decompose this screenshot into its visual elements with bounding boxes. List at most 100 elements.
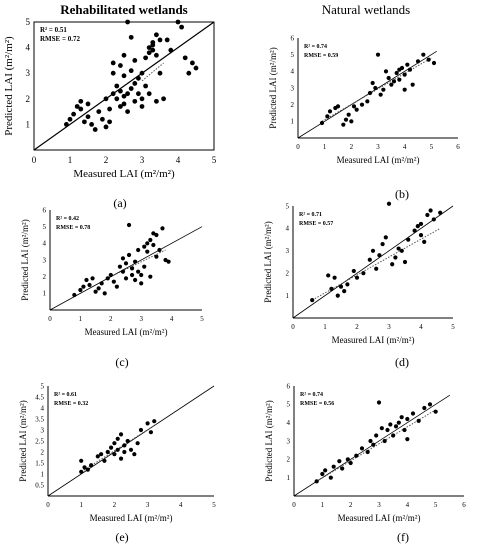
data-point: [359, 102, 365, 107]
x-tick-label: 4: [170, 315, 174, 323]
y-tick-label: 2: [26, 94, 31, 104]
data-point: [148, 237, 153, 243]
data-point: [154, 32, 159, 38]
data-point: [399, 65, 405, 71]
data-point: [379, 426, 384, 431]
data-point: [370, 248, 376, 253]
y-tick-label: 5: [286, 202, 290, 210]
x-tick-label: 0: [292, 501, 296, 509]
data-point: [161, 96, 167, 102]
y-tick-label: 2: [291, 101, 295, 109]
data-point: [99, 281, 104, 286]
data-point: [132, 98, 138, 104]
data-point: [345, 282, 350, 287]
y-tick-label: 6: [287, 382, 291, 390]
data-point: [154, 98, 159, 104]
y-tick-label: 3: [291, 84, 295, 92]
data-point: [107, 106, 112, 112]
data-point: [78, 106, 84, 112]
y-tick-label: 4: [286, 225, 290, 233]
x-tick-label: 2: [355, 323, 359, 331]
x-tick-label: 0: [32, 155, 37, 165]
x-tick-label: 1: [323, 143, 327, 151]
data-point: [72, 292, 77, 298]
one-to-one-line: [292, 205, 454, 319]
plot-frame: [33, 21, 215, 151]
data-point: [152, 419, 157, 424]
data-point: [129, 266, 135, 271]
rmse-stat: RMSE = 0.78: [56, 225, 90, 231]
data-point: [186, 70, 192, 76]
x-tick-label: 1: [79, 501, 83, 509]
data-point: [132, 58, 138, 63]
data-point: [405, 416, 410, 422]
r-squared-stat: R² = 0.71: [299, 212, 322, 218]
data-point: [164, 37, 170, 43]
x-tick-label: 2: [350, 143, 354, 151]
data-point: [323, 468, 328, 473]
y-tick-label: 5: [43, 223, 47, 231]
panel-label-c: (c): [115, 355, 129, 369]
data-point: [329, 286, 334, 291]
data-point: [150, 47, 156, 53]
y-tick-label: 2: [41, 448, 45, 456]
panel-label-b: (b): [395, 187, 409, 201]
data-point: [92, 127, 98, 132]
x-tick-label: 4: [179, 501, 183, 509]
scatter-chart-c: 0 1 2 3 4 5 1 2 3 4 5 6 Measured LAI (m²/m²) Predicte…: [20, 206, 204, 337]
r-squared-stat: R² = 0.42: [56, 216, 79, 222]
data-point: [145, 249, 150, 254]
natural-wetlands-header: Natural wetlands: [321, 2, 411, 17]
data-point: [136, 91, 141, 97]
data-point: [145, 241, 150, 246]
data-point: [335, 104, 341, 109]
regression-line: [316, 409, 436, 482]
data-point: [105, 449, 110, 455]
data-point: [81, 284, 86, 289]
data-point: [374, 266, 379, 271]
data-point: [351, 268, 356, 274]
data-point: [342, 289, 347, 294]
y-axis-label: Predicted LAI (m²/m²): [263, 221, 273, 302]
x-tick-label: 5: [434, 501, 438, 509]
data-point: [373, 85, 378, 91]
scatter-chart-f: 0 1 2 3 4 5 6 1 2 3 4 5 6 Measured LAI (m²/m²) Predict…: [264, 382, 466, 523]
data-point: [354, 107, 359, 112]
data-point: [325, 114, 330, 119]
data-point: [179, 24, 185, 30]
y-tick-label: 3: [286, 247, 290, 255]
data-point: [103, 124, 109, 130]
data-point: [190, 60, 195, 66]
data-point: [102, 291, 107, 296]
x-tick-label: 5: [200, 315, 204, 323]
data-point: [406, 237, 411, 242]
data-point: [331, 464, 336, 469]
panel-label-a: (a): [113, 196, 127, 210]
data-point: [416, 418, 421, 423]
y-tick-label: 2: [43, 273, 47, 281]
panel-d: 0 1 2 3 4 5 1 2 3 4 5 Measured LAI (m²/m²) Predicted…: [255, 200, 475, 369]
data-point: [405, 62, 410, 67]
y-tick-label: 5: [26, 17, 31, 27]
data-point: [121, 93, 127, 99]
data-point: [361, 271, 366, 276]
data-point: [100, 116, 105, 122]
data-point: [64, 122, 69, 127]
x-tick-label: 6: [462, 501, 466, 509]
scatter-chart-b: 0 1 2 3 4 5 6 1 2 3 4 5 6 Measured LAI (m²/m²) Predict…: [268, 34, 460, 165]
data-point: [402, 72, 407, 77]
one-to-one-line: [297, 50, 437, 139]
data-point: [118, 456, 124, 461]
data-point: [89, 122, 94, 127]
x-tick-label: 5: [212, 155, 217, 165]
data-point: [346, 112, 351, 117]
panel-label-e: (e): [115, 530, 129, 544]
data-point: [391, 433, 396, 438]
x-tick-label: 3: [376, 143, 380, 151]
data-point: [128, 447, 134, 452]
data-point: [380, 241, 385, 247]
data-point: [146, 91, 152, 97]
x-tick-label: 1: [321, 501, 325, 509]
data-point: [139, 104, 145, 109]
data-point: [365, 99, 370, 104]
